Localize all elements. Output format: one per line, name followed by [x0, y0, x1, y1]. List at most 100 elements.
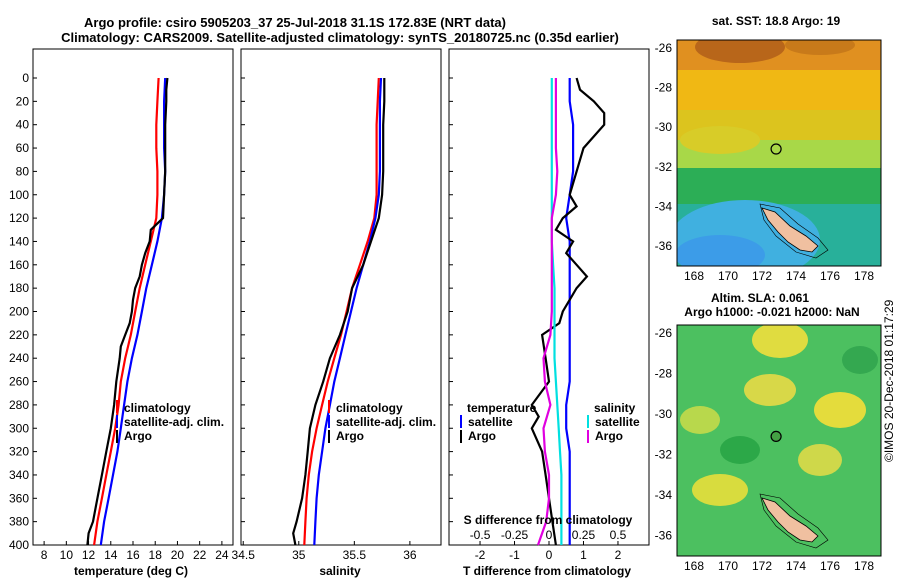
- x-tick-label: 10: [60, 548, 74, 562]
- sst-hot-patch: [695, 40, 785, 63]
- x-tick-label: 16: [126, 548, 140, 562]
- x-tick-label: 35: [292, 548, 306, 562]
- x-tick-label: 1: [580, 548, 587, 562]
- sla-map-title-line2: Argo h1000: -0.021 h2000: NaN: [684, 305, 859, 319]
- x-tick-label: -2: [475, 548, 486, 562]
- x-tick-label: 20: [171, 548, 185, 562]
- lat-tick-label: -32: [655, 160, 673, 174]
- salinity-axis-label: salinity: [319, 564, 361, 578]
- x-tick-label: 22: [193, 548, 207, 562]
- sla-map-frame: [676, 324, 882, 557]
- legend-title-temperature: temperature: [467, 401, 537, 415]
- legend-label-satellite: satellite-adj. clim.: [124, 415, 224, 429]
- x-tick-label: 36: [403, 548, 417, 562]
- lon-tick-label: 178: [854, 269, 874, 283]
- lat-tick-label: -28: [655, 81, 673, 95]
- profile-line-argo: [292, 78, 386, 546]
- depth-tick-label: 380: [9, 515, 29, 529]
- legend-label-satellite: satellite-adj. clim.: [336, 415, 436, 429]
- lat-tick-label: -34: [655, 200, 673, 214]
- depth-tick-label: 40: [16, 118, 30, 132]
- profile-line-t-argo: [530, 77, 606, 546]
- lon-tick-label: 176: [820, 559, 840, 573]
- s-diff-tick-label: -0.25: [501, 528, 529, 542]
- x-tick-label: 14: [104, 548, 118, 562]
- temperature-axis-label: temperature (deg C): [74, 564, 188, 578]
- depth-tick-label: 20: [16, 94, 30, 108]
- legend-label-s-argo: Argo: [595, 429, 623, 443]
- s-diff-tick-label: 0.5: [610, 528, 627, 542]
- lat-tick-label: -30: [655, 407, 673, 421]
- lon-tick-label: 174: [786, 559, 806, 573]
- depth-tick-label: 160: [9, 258, 29, 272]
- sla-high-patch: [692, 474, 748, 506]
- sst-map-frame: [676, 39, 882, 267]
- sst-map-title: sat. SST: 18.8 Argo: 19: [712, 14, 841, 28]
- new-zealand-landmass: [761, 207, 819, 253]
- sst-map: [677, 40, 881, 266]
- lon-tick-label: 172: [752, 269, 772, 283]
- sla-high-patch: [680, 406, 720, 434]
- profile-line-climatology: [93, 77, 160, 546]
- lat-tick-label: -28: [655, 367, 673, 381]
- temperature-legend: climatology satellite-adj. clim. Argo: [116, 400, 224, 443]
- sst-hot-patch: [785, 40, 855, 55]
- depth-tick-label: 320: [9, 445, 29, 459]
- depth-tick-label: 260: [9, 375, 29, 389]
- lon-tick-label: 168: [684, 559, 704, 573]
- s-diff-tick-label: 0.25: [572, 528, 596, 542]
- x-tick-label: 0: [546, 548, 553, 562]
- lat-tick-label: -34: [655, 488, 673, 502]
- argo-position-marker: [770, 143, 782, 155]
- depth-tick-label: 180: [9, 281, 29, 295]
- sst-yellow-patch: [680, 126, 760, 154]
- argo-position-marker: [770, 430, 782, 442]
- sla-high-patch: [752, 325, 808, 358]
- lon-tick-label: 172: [752, 559, 772, 573]
- profile-lines: [86, 77, 606, 546]
- x-tick-label: 35.5: [343, 548, 367, 562]
- depth-tick-label: 200: [9, 305, 29, 319]
- difference-temperature-legend: temperature satellite Argo: [460, 401, 537, 443]
- sla-high-patch: [798, 444, 842, 476]
- profile-line-argo: [86, 77, 169, 546]
- depth-tick-label: 0: [22, 71, 29, 85]
- imos-credit: ©IMOS 20-Dec-2018 01:17:29: [882, 299, 896, 462]
- depth-tick-label: 60: [16, 141, 30, 155]
- depth-tick-label: 220: [9, 328, 29, 342]
- sst-green-band: [677, 168, 881, 204]
- depth-tick-label: 340: [9, 468, 29, 482]
- s-diff-tick-label: 0: [546, 528, 553, 542]
- salinity-legend: climatology satellite-adj. clim. Argo: [328, 400, 436, 443]
- legend-label-argo: Argo: [124, 429, 152, 443]
- difference-salinity-legend: salinity satellite Argo: [587, 401, 640, 443]
- sla-high-patch: [814, 392, 866, 428]
- depth-tick-label: 80: [16, 164, 30, 178]
- figure-title-line1: Argo profile: csiro 5905203_37 25-Jul-20…: [84, 15, 506, 30]
- x-tick-label: -1: [509, 548, 520, 562]
- sla-low-patch: [720, 436, 760, 464]
- x-tick-label: 24: [215, 548, 229, 562]
- legend-label-s-satellite: satellite: [595, 415, 640, 429]
- legend-label-t-argo: Argo: [468, 429, 496, 443]
- x-tick-label: 18: [149, 548, 163, 562]
- lat-tick-label: -30: [655, 120, 673, 134]
- bathymetry-contour: [759, 493, 829, 549]
- depth-tick-label: 100: [9, 188, 29, 202]
- profile-line-satellite-adj-clim-: [313, 77, 383, 546]
- sla-high-patch: [744, 374, 796, 406]
- lat-tick-label: -36: [655, 529, 673, 543]
- t-difference-axis-label: T difference from climatology: [463, 564, 631, 578]
- x-tick-label: 12: [82, 548, 96, 562]
- x-tick-label: 34.5: [232, 548, 256, 562]
- sst-cool-patch: [677, 235, 765, 266]
- depth-tick-label: 400: [9, 538, 29, 552]
- lon-tick-label: 170: [718, 269, 738, 283]
- sst-orange-band: [677, 70, 881, 110]
- depth-tick-label: 240: [9, 351, 29, 365]
- lat-tick-label: -26: [655, 326, 673, 340]
- legend-label-climatology: climatology: [124, 401, 191, 415]
- lon-tick-label: 176: [820, 269, 840, 283]
- legend-label-argo: Argo: [336, 429, 364, 443]
